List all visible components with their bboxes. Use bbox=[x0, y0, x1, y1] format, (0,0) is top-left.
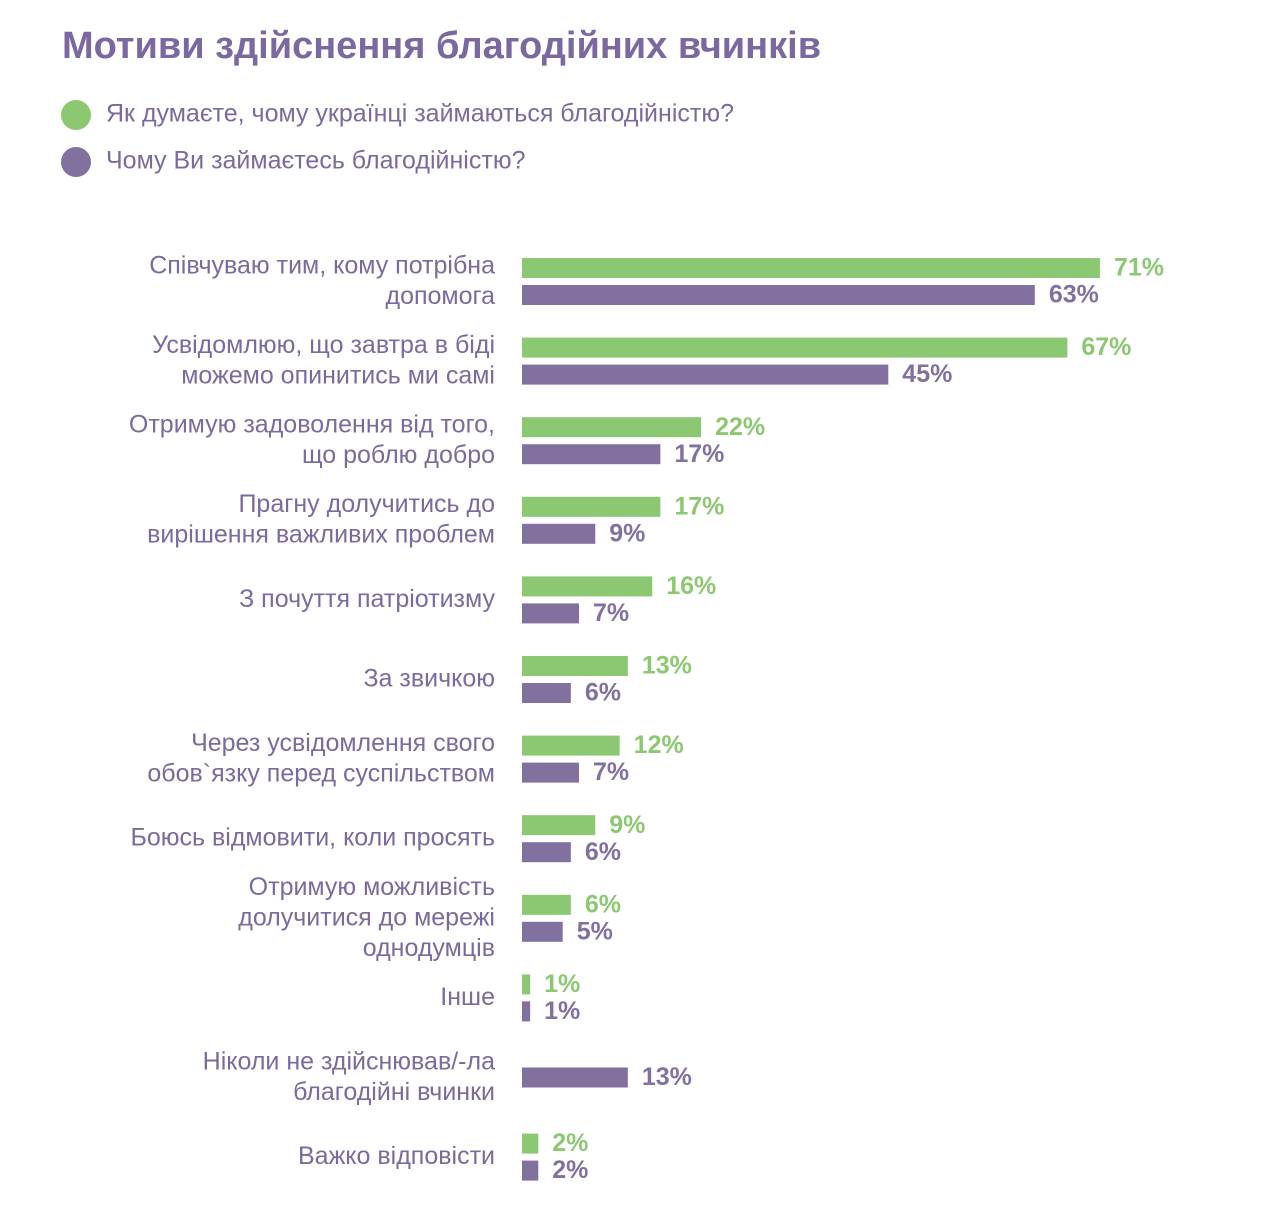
category-label: Важко відповісти bbox=[298, 1142, 495, 1170]
value-label: 12% bbox=[634, 731, 684, 759]
bar bbox=[522, 735, 620, 756]
bar bbox=[522, 496, 661, 517]
value-label: 7% bbox=[593, 599, 629, 627]
value-label: 45% bbox=[902, 360, 952, 388]
category-label: Усвідомлюю, що завтра в біді можемо опини… bbox=[152, 330, 495, 389]
value-label: 9% bbox=[609, 811, 645, 839]
bar bbox=[522, 364, 889, 385]
bar bbox=[522, 762, 579, 783]
category-label: Прагну долучитись до вирішення важливих п… bbox=[147, 490, 495, 549]
bar bbox=[522, 921, 563, 942]
bar bbox=[522, 1133, 539, 1154]
value-label: 17% bbox=[674, 440, 724, 468]
bar bbox=[522, 656, 628, 676]
value-label: 2% bbox=[552, 1156, 588, 1184]
bar bbox=[522, 842, 571, 863]
value-label: 71% bbox=[1114, 254, 1164, 282]
value-label: 6% bbox=[585, 679, 621, 707]
bar bbox=[522, 974, 531, 995]
value-label: 63% bbox=[1049, 281, 1099, 309]
value-label: 5% bbox=[577, 917, 613, 945]
bar bbox=[522, 1001, 531, 1022]
value-label: 13% bbox=[642, 1063, 692, 1091]
value-label: 9% bbox=[609, 519, 645, 547]
bar bbox=[522, 417, 702, 438]
category-label: Співчуваю тим, кому потрібна допомога bbox=[149, 251, 495, 310]
value-label: 7% bbox=[593, 758, 629, 786]
bar bbox=[522, 603, 579, 624]
category-label: Отримую задоволення від того, що роблю до… bbox=[129, 410, 495, 469]
value-label: 1% bbox=[544, 997, 580, 1025]
bar bbox=[522, 1067, 628, 1088]
legend-label: Як думаєте, чому українці займаються бла… bbox=[106, 100, 734, 128]
bar bbox=[522, 444, 661, 465]
bar bbox=[522, 683, 571, 703]
bar bbox=[522, 894, 571, 915]
value-label: 2% bbox=[552, 1129, 588, 1157]
category-label: Через усвідомлення свого обов`язку перед … bbox=[147, 728, 495, 787]
category-label: Інше bbox=[440, 983, 495, 1011]
bar bbox=[522, 523, 596, 544]
category-label: Отримую можливість долучитися до мережі од… bbox=[238, 872, 495, 961]
bar bbox=[522, 1160, 539, 1181]
chart-title: Мотиви здійснення благодійних вчинків bbox=[62, 25, 821, 67]
bar bbox=[522, 815, 596, 836]
value-label: 16% bbox=[666, 572, 716, 600]
value-label: 6% bbox=[585, 838, 621, 866]
legend-marker bbox=[61, 100, 91, 130]
category-label: З почуття патріотизму bbox=[239, 585, 495, 613]
value-label: 13% bbox=[642, 652, 692, 680]
value-label: 1% bbox=[544, 970, 580, 998]
value-label: 17% bbox=[674, 492, 724, 520]
bar bbox=[522, 258, 1100, 278]
category-label: За звичкою bbox=[363, 664, 495, 692]
value-label: 22% bbox=[715, 413, 765, 441]
value-label: 6% bbox=[585, 890, 621, 918]
category-label: Ніколи не здійснював/-ла благодійні вчинк… bbox=[203, 1047, 495, 1106]
legend-label: Чому Ви займаєтесь благодійністю? bbox=[106, 147, 525, 175]
bar bbox=[522, 576, 653, 597]
bar bbox=[522, 337, 1068, 358]
value-label: 67% bbox=[1081, 333, 1131, 361]
legend-marker bbox=[61, 147, 91, 177]
bar bbox=[522, 285, 1035, 305]
category-label: Боюсь відмовити, коли просять bbox=[130, 823, 495, 851]
